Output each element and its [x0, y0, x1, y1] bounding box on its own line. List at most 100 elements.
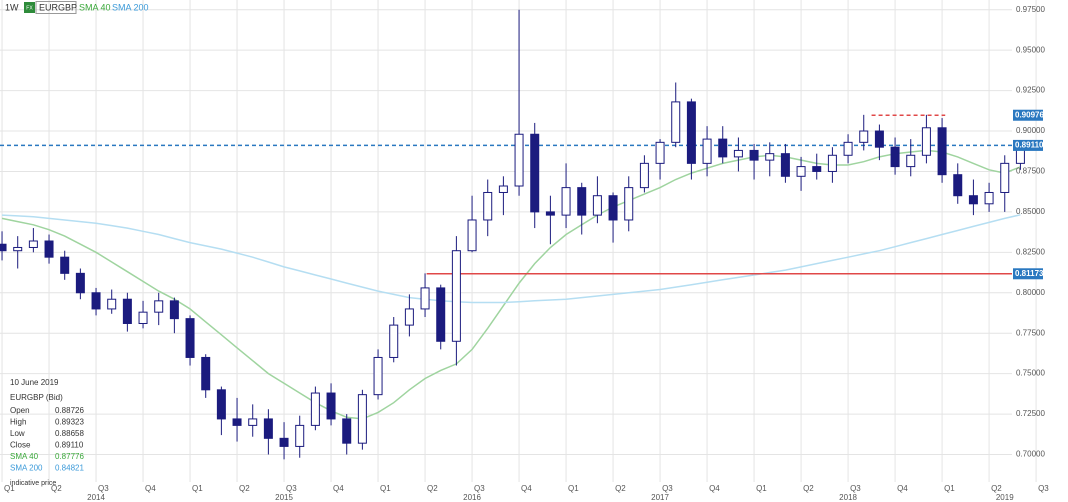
level-label: 0.81173: [1015, 269, 1044, 278]
candle-body: [201, 356, 211, 391]
symbol-box: [35, 1, 77, 14]
sma-line: [1, 149, 1021, 420]
candle-body: [107, 298, 117, 310]
candle-body: [749, 149, 759, 161]
y-tick-label: 0.72500: [1016, 409, 1045, 418]
x-tick-label: Q1: [568, 484, 579, 493]
info-value: 0.88726: [55, 406, 84, 415]
y-tick-label: 0.92500: [1016, 86, 1045, 95]
candle-body: [342, 418, 352, 444]
candle-body: [248, 418, 258, 426]
info-value: 0.87776: [55, 452, 84, 461]
candle-body: [702, 138, 712, 164]
candle-body: [671, 101, 681, 143]
candle-body: [467, 219, 477, 252]
candle-body: [796, 166, 806, 177]
candle-body: [13, 246, 23, 252]
x-tick-label: Q4: [897, 484, 908, 493]
x-tick-label: Q2: [427, 484, 438, 493]
x-tick-label: Q4: [145, 484, 156, 493]
candle-body: [436, 287, 446, 342]
candle-body: [686, 101, 696, 164]
candle-body: [953, 174, 963, 197]
sma200-legend: SMA 200: [112, 2, 149, 12]
candle-body: [843, 141, 853, 156]
y-tick-label: 0.97500: [1016, 5, 1045, 14]
x-tick-label: Q3: [662, 484, 673, 493]
x-tick-label: Q2: [239, 484, 250, 493]
candle-body: [389, 324, 399, 358]
y-tick-label: 0.80000: [1016, 288, 1045, 297]
candle-body: [0, 243, 7, 252]
candle-body: [263, 418, 273, 439]
x-tick-label: Q2: [615, 484, 626, 493]
candle-body: [577, 187, 587, 216]
y-tick-label: 0.75000: [1016, 369, 1045, 378]
candle-body: [232, 418, 242, 426]
candle-body: [608, 195, 618, 221]
candle-body: [874, 130, 884, 148]
info-label: Close: [10, 441, 31, 450]
info-date: 10 June 2019: [10, 378, 59, 387]
year-label: 2015: [275, 493, 293, 502]
x-tick-label: Q3: [1038, 484, 1049, 493]
info-value: 0.84821: [55, 464, 84, 473]
y-tick-label: 0.70000: [1016, 450, 1045, 459]
x-tick-label: Q1: [192, 484, 203, 493]
x-tick-label: Q1: [4, 484, 15, 493]
x-tick-label: Q1: [944, 484, 955, 493]
x-tick-label: Q2: [51, 484, 62, 493]
candle-body: [561, 187, 571, 216]
candle-body: [921, 127, 931, 156]
candle-body: [310, 392, 320, 426]
candle-body: [592, 195, 602, 216]
y-tick-label: 0.87500: [1016, 167, 1045, 176]
level-label: 0.89110: [1015, 141, 1044, 150]
sma40-legend: SMA 40: [79, 2, 111, 12]
candle-body: [122, 298, 132, 324]
candle-body: [373, 356, 383, 396]
candle-body: [968, 195, 978, 205]
year-label: 2018: [839, 493, 857, 502]
candle-body: [357, 394, 367, 444]
year-label: 2014: [87, 493, 105, 502]
year-label: 2019: [996, 493, 1014, 502]
candle-body: [890, 146, 900, 168]
candle-body: [655, 141, 665, 164]
candle-body: [451, 250, 461, 342]
candle-body: [859, 130, 869, 143]
candle-body: [295, 424, 305, 447]
candle-body: [404, 308, 414, 326]
sma-line: [1, 214, 1021, 304]
info-value: 0.89110: [55, 441, 84, 450]
year-label: 2017: [651, 493, 669, 502]
info-label: SMA 40: [10, 452, 39, 461]
x-tick-label: Q3: [474, 484, 485, 493]
info-label: Open: [10, 406, 30, 415]
y-tick-label: 0.77500: [1016, 328, 1045, 337]
candle-body: [216, 389, 226, 420]
info-note: indicative price: [10, 480, 56, 487]
candle-body: [420, 287, 430, 310]
x-tick-label: Q3: [286, 484, 297, 493]
candle-body: [765, 153, 775, 161]
info-symbol: EURGBP (Bid): [10, 393, 63, 402]
candle-body: [1000, 162, 1010, 193]
x-tick-label: Q1: [756, 484, 767, 493]
candle-body: [624, 187, 634, 221]
info-value: 0.89323: [55, 418, 84, 427]
candle-body: [780, 153, 790, 177]
candle-body: [326, 392, 336, 420]
level-label-box: [1013, 109, 1043, 121]
candle-body: [483, 191, 493, 221]
candle-body: [154, 300, 164, 313]
info-label: High: [10, 418, 26, 427]
candle-body: [906, 154, 916, 168]
candle-body: [169, 300, 179, 320]
x-tick-label: Q1: [380, 484, 391, 493]
x-tick-label: Q3: [98, 484, 109, 493]
interval: 1W: [5, 2, 19, 12]
candle-body: [138, 311, 148, 324]
info-label: SMA 200: [10, 464, 43, 473]
